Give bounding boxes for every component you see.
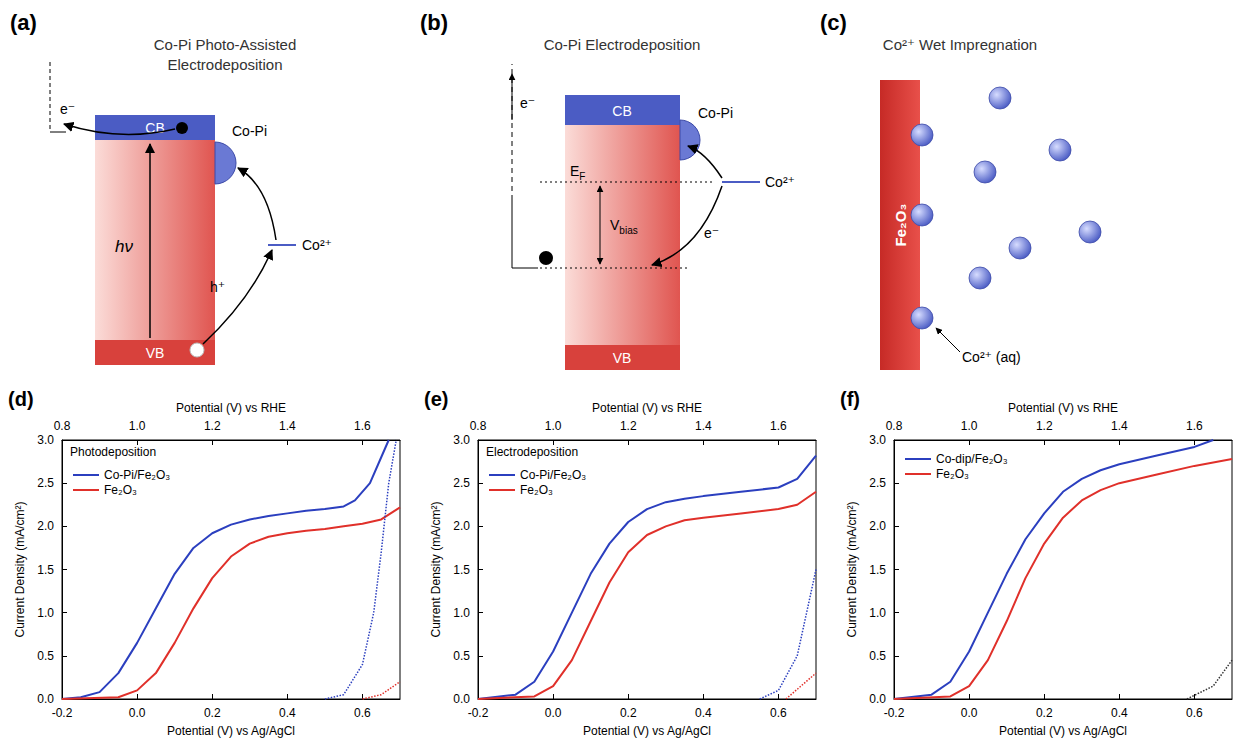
svg-text:0.5: 0.5	[37, 649, 54, 663]
svg-text:1.5: 1.5	[37, 563, 54, 577]
svg-text:e⁻: e⁻	[704, 225, 719, 241]
svg-text:0.0: 0.0	[129, 706, 146, 720]
svg-text:1.0: 1.0	[869, 606, 886, 620]
svg-text:2.0: 2.0	[453, 519, 470, 533]
svg-text:Potential (V) vs RHE: Potential (V) vs RHE	[176, 401, 286, 415]
svg-text:1.2: 1.2	[204, 419, 221, 433]
svg-text:1.0: 1.0	[545, 419, 562, 433]
svg-text:0.4: 0.4	[1111, 706, 1128, 720]
svg-text:3.0: 3.0	[453, 433, 470, 447]
svg-text:-0.2: -0.2	[52, 706, 73, 720]
svg-text:VB: VB	[146, 345, 165, 361]
html-text:(f): (f)	[840, 388, 860, 410]
svg-text:1.6: 1.6	[770, 419, 787, 433]
svg-text:Current Density (mA/cm²): Current Density (mA/cm²)	[845, 501, 859, 637]
svg-text:0.8: 0.8	[886, 419, 903, 433]
svg-text:CB: CB	[145, 120, 165, 136]
svg-text:(c): (c)	[820, 10, 847, 35]
html-text:(d): (d)	[8, 388, 34, 410]
svg-text:Co-Pi Photo-Assisted: Co-Pi Photo-Assisted	[154, 36, 297, 53]
svg-text:0.0: 0.0	[453, 692, 470, 706]
svg-text:0.2: 0.2	[204, 706, 221, 720]
svg-text:Co-Pi/Fe₂O₃: Co-Pi/Fe₂O₃	[104, 468, 170, 482]
svg-text:1.6: 1.6	[1186, 419, 1203, 433]
svg-text:2.0: 2.0	[869, 519, 886, 533]
svg-text:Potential (V) vs RHE: Potential (V) vs RHE	[592, 401, 702, 415]
svg-text:3.0: 3.0	[37, 433, 54, 447]
svg-text:0.0: 0.0	[961, 706, 978, 720]
svg-text:e⁻: e⁻	[60, 101, 75, 117]
svg-text:0.4: 0.4	[695, 706, 712, 720]
svg-text:VB: VB	[613, 350, 632, 366]
svg-text:Electrodeposition: Electrodeposition	[167, 56, 282, 73]
svg-text:1.0: 1.0	[961, 419, 978, 433]
svg-text:Photodeposition: Photodeposition	[70, 445, 156, 459]
svg-text:Potential (V) vs Ag/AgCl: Potential (V) vs Ag/AgCl	[167, 724, 295, 738]
svg-text:1.5: 1.5	[869, 563, 886, 577]
svg-text:hν: hν	[115, 237, 133, 256]
svg-text:Fe₂O₃: Fe₂O₃	[520, 483, 553, 497]
svg-text:0.6: 0.6	[354, 706, 371, 720]
svg-text:1.4: 1.4	[279, 419, 296, 433]
svg-text:0.5: 0.5	[453, 649, 470, 663]
svg-text:Co-dip/Fe₂O₃: Co-dip/Fe₂O₃	[936, 452, 1008, 466]
svg-text:Current Density (mA/cm²): Current Density (mA/cm²)	[13, 501, 27, 637]
svg-text:Potential (V) vs RHE: Potential (V) vs RHE	[1008, 401, 1118, 415]
svg-text:0.8: 0.8	[54, 419, 71, 433]
svg-text:Potential (V) vs Ag/AgCl: Potential (V) vs Ag/AgCl	[583, 724, 711, 738]
svg-text:0.5: 0.5	[869, 649, 886, 663]
svg-text:Co-Pi: Co-Pi	[698, 105, 733, 121]
svg-text:Fe₂O₃: Fe₂O₃	[104, 483, 137, 497]
svg-text:Co-Pi/Fe₂O₃: Co-Pi/Fe₂O₃	[520, 468, 586, 482]
svg-text:0.6: 0.6	[770, 706, 787, 720]
svg-text:Vbias: Vbias	[610, 217, 638, 236]
svg-text:Co-Pi Electrodeposition: Co-Pi Electrodeposition	[544, 36, 701, 53]
svg-text:0.6: 0.6	[1186, 706, 1203, 720]
svg-text:Fe₂O₃: Fe₂O₃	[892, 204, 909, 247]
svg-text:Co²⁺: Co²⁺	[302, 237, 332, 253]
svg-text:CB: CB	[612, 103, 631, 119]
svg-text:1.0: 1.0	[129, 419, 146, 433]
svg-text:3.0: 3.0	[869, 433, 886, 447]
svg-text:0.2: 0.2	[620, 706, 637, 720]
svg-text:Electrodeposition: Electrodeposition	[486, 445, 578, 459]
svg-text:2.5: 2.5	[869, 476, 886, 490]
svg-text:2.5: 2.5	[453, 476, 470, 490]
svg-text:2.0: 2.0	[37, 519, 54, 533]
svg-text:Co²⁺ (aq): Co²⁺ (aq)	[962, 349, 1021, 365]
svg-text:1.5: 1.5	[453, 563, 470, 577]
svg-text:0.4: 0.4	[279, 706, 296, 720]
svg-text:Co²⁺: Co²⁺	[765, 174, 795, 190]
svg-text:1.6: 1.6	[354, 419, 371, 433]
svg-text:0.0: 0.0	[545, 706, 562, 720]
svg-text:1.2: 1.2	[1036, 419, 1053, 433]
svg-text:1.0: 1.0	[37, 606, 54, 620]
svg-text:h⁺: h⁺	[210, 279, 225, 295]
svg-text:0.8: 0.8	[470, 419, 487, 433]
svg-text:(a): (a)	[10, 10, 37, 35]
svg-text:Co-Pi: Co-Pi	[232, 123, 267, 139]
svg-text:1.2: 1.2	[620, 419, 637, 433]
svg-text:0.0: 0.0	[37, 692, 54, 706]
svg-text:Potential (V) vs Ag/AgCl: Potential (V) vs Ag/AgCl	[999, 724, 1127, 738]
svg-text:1.4: 1.4	[695, 419, 712, 433]
svg-text:0.2: 0.2	[1036, 706, 1053, 720]
svg-text:-0.2: -0.2	[468, 706, 489, 720]
svg-text:0.0: 0.0	[869, 692, 886, 706]
svg-text:2.5: 2.5	[37, 476, 54, 490]
svg-text:-0.2: -0.2	[884, 706, 905, 720]
svg-text:EF: EF	[570, 163, 585, 182]
svg-text:(b): (b)	[420, 10, 448, 35]
svg-text:Fe₂O₃: Fe₂O₃	[936, 467, 969, 481]
svg-text:Current Density (mA/cm²): Current Density (mA/cm²)	[429, 501, 443, 637]
html-text:(e): (e)	[424, 388, 449, 410]
svg-text:1.4: 1.4	[1111, 419, 1128, 433]
svg-text:e⁻: e⁻	[520, 95, 535, 111]
svg-text:Co²⁺ Wet Impregnation: Co²⁺ Wet Impregnation	[883, 36, 1037, 53]
svg-text:1.0: 1.0	[453, 606, 470, 620]
